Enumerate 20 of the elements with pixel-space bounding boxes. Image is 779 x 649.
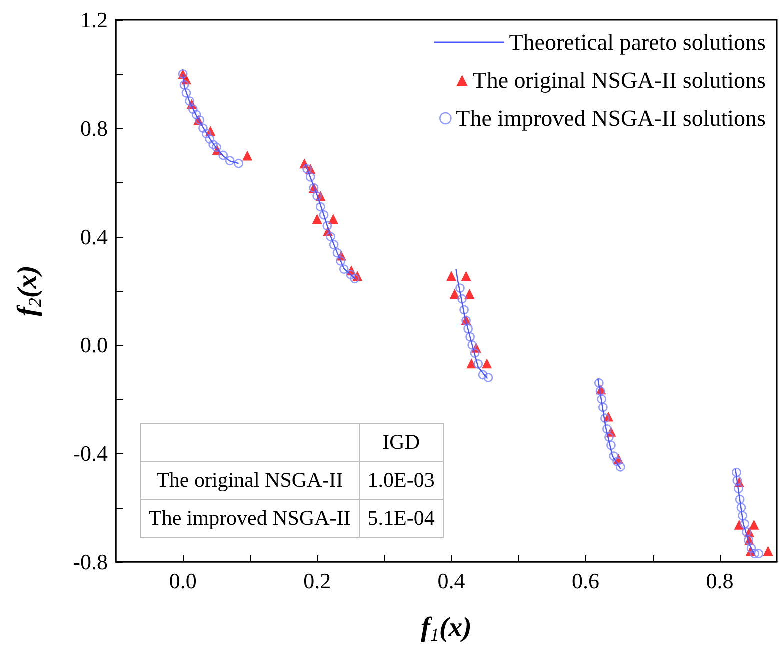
annotation: 5.1E-04 xyxy=(359,500,444,538)
annotation: IGD xyxy=(359,424,444,462)
x-tick-label: 0.6 xyxy=(572,568,600,594)
legend-label: The improved NSGA-II solutions xyxy=(456,106,766,131)
legend-label: Theoretical pareto solutions xyxy=(509,30,766,55)
x-tick-label: 0.2 xyxy=(304,568,332,594)
y-tick-label: 0.4 xyxy=(80,224,108,250)
x-tick-label: 0.4 xyxy=(438,568,466,594)
y-tick-label: -0.4 xyxy=(73,441,108,466)
annotation: The improved NSGA-II xyxy=(140,500,360,538)
legend-label: The original NSGA-II solutions xyxy=(472,68,766,93)
annotation: 1.0E-03 xyxy=(359,462,444,500)
y-tick-label: 0.0 xyxy=(80,332,108,358)
y-tick-label: -0.8 xyxy=(73,550,108,574)
x-tick-label: 0.0 xyxy=(169,568,197,594)
y-axis-title: f2(x) xyxy=(12,266,45,316)
y-tick-label: 0.8 xyxy=(80,116,108,141)
y-tick-label: 1.2 xyxy=(80,8,108,32)
annotation: The original NSGA-II xyxy=(140,462,360,500)
x-tick-label: 0.8 xyxy=(706,568,734,594)
